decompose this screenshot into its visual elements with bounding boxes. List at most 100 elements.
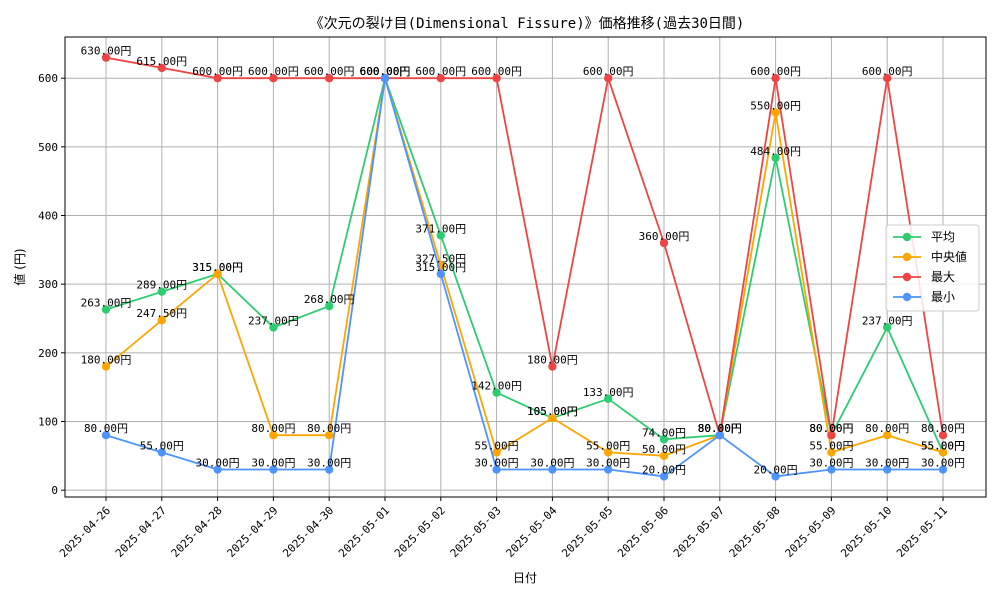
data-label-max: 80.00円 <box>921 422 965 435</box>
point-max <box>883 73 892 83</box>
plot-frame <box>64 36 987 498</box>
data-label-avg: 133.00円 <box>583 386 634 399</box>
point-min <box>715 431 724 440</box>
point-avg <box>325 301 334 311</box>
data-label-avg: 74.00円 <box>642 426 686 439</box>
point-median <box>492 448 501 457</box>
y-axis-label: 値 (円) <box>12 248 27 285</box>
point-min <box>938 465 948 474</box>
data-label-median: 600.00円 <box>360 65 411 78</box>
y-tick-label: 600 <box>38 72 58 85</box>
series-line-max <box>105 56 944 436</box>
data-label-median: 80.00円 <box>698 422 742 435</box>
x-tick-label: 2025-05-05 <box>559 504 615 560</box>
data-label-median: 105.00円 <box>527 405 578 418</box>
data-label-avg: 268.00円 <box>304 293 355 306</box>
data-label-min: 55.00円 <box>140 439 184 452</box>
data-label-max: 180.00円 <box>527 354 578 367</box>
data-label-avg: 105.00円 <box>527 405 578 418</box>
data-label-max: 630.00円 <box>81 45 132 58</box>
x-axis: 2025-04-26 2025-04-27 2025-04-28 2025-04-29… <box>57 497 950 560</box>
legend-label-avg: 平均 <box>931 230 955 244</box>
data-label-min: 30.00円 <box>251 457 295 470</box>
point-median <box>827 448 836 457</box>
data-label-max: 600.00円 <box>471 65 522 78</box>
data-label-max: 600.00円 <box>360 65 411 78</box>
data-label-avg: 237.00円 <box>862 314 913 327</box>
data-label-max: 600.00円 <box>304 65 355 78</box>
point-max <box>938 431 948 440</box>
data-label-min: 30.00円 <box>586 457 630 470</box>
series-line-min <box>105 77 943 478</box>
x-tick-label: 2025-04-30 <box>280 504 336 560</box>
data-label-max: 600.00円 <box>248 65 299 78</box>
legend-label-median: 中央値 <box>931 249 967 264</box>
data-label-min: 20.00円 <box>642 463 686 476</box>
data-label-median: 247.50円 <box>136 307 187 320</box>
point-max <box>659 238 669 248</box>
data-label-avg: 263.00円 <box>81 297 132 310</box>
data-label-median: 50.00円 <box>642 443 686 456</box>
point-max <box>548 362 557 371</box>
point-avg <box>771 153 780 163</box>
data-label-min: 20.00円 <box>754 463 798 476</box>
data-label-avg: 55.00円 <box>921 439 965 452</box>
data-label-median: 55.00円 <box>475 439 519 452</box>
point-min <box>157 448 166 457</box>
x-tick-label: 2025-05-10 <box>838 504 894 560</box>
data-label-median: 315.00円 <box>192 261 243 274</box>
point-max <box>213 73 222 83</box>
data-label-avg: 289.00円 <box>136 279 187 292</box>
series-line-median <box>105 77 944 457</box>
data-label-avg: 142.00円 <box>471 380 522 393</box>
point-avg <box>436 231 445 240</box>
point-avg <box>883 323 892 332</box>
x-tick-label: 2025-05-11 <box>894 504 950 560</box>
legend-label-min: 最小 <box>931 290 955 304</box>
point-median <box>213 269 222 279</box>
y-tick-label: 0 <box>51 484 58 497</box>
series-group <box>101 53 948 481</box>
point-min <box>325 465 334 474</box>
point-min <box>213 465 222 474</box>
x-tick-label: 2025-04-29 <box>224 504 280 560</box>
point-max <box>771 73 780 83</box>
data-label-median: 80.00円 <box>251 422 295 435</box>
point-avg <box>492 388 501 397</box>
data-label-avg: 237.00円 <box>248 314 299 327</box>
data-label-avg: 315.00円 <box>192 261 243 274</box>
data-label-min: 600.00円 <box>360 65 411 78</box>
point-max <box>492 73 501 83</box>
point-max <box>269 73 278 83</box>
point-min <box>101 431 111 440</box>
point-max <box>157 63 166 73</box>
point-avg <box>604 394 613 404</box>
data-label-min: 30.00円 <box>530 457 574 470</box>
point-median <box>548 413 557 423</box>
data-label-max: 80.00円 <box>809 422 853 435</box>
point-max <box>604 73 613 83</box>
point-min <box>604 465 613 474</box>
point-median <box>101 362 111 371</box>
data-label-avg: 484.00円 <box>750 145 801 158</box>
point-min <box>269 465 278 474</box>
data-label-median: 80.00円 <box>307 422 351 435</box>
data-label-min: 30.00円 <box>196 457 240 470</box>
point-max <box>325 73 334 83</box>
data-label-max: 600.00円 <box>583 65 634 78</box>
point-min <box>548 465 557 474</box>
data-label-avg: 371.00円 <box>415 222 466 235</box>
y-tick-label: 500 <box>38 141 58 154</box>
point-min <box>827 465 836 474</box>
data-labels: 263.00円 289.00円 315.00円 237.00円 268.00円 600.0… <box>81 45 965 477</box>
legend-marker-median <box>902 252 912 262</box>
point-median <box>771 108 780 117</box>
y-tick-label: 200 <box>38 347 58 360</box>
point-min <box>883 465 892 474</box>
legend-marker-avg <box>902 232 912 242</box>
data-label-min: 30.00円 <box>475 457 519 470</box>
data-label-median: 327.50円 <box>415 252 466 265</box>
data-label-max: 600.00円 <box>415 65 466 78</box>
point-max <box>436 73 445 83</box>
data-label-max: 600.00円 <box>862 65 913 78</box>
